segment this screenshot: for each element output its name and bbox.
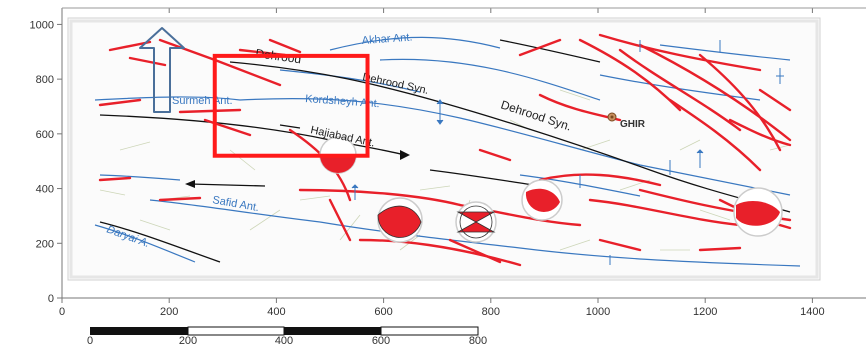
fold-axis-markers (351, 40, 784, 265)
lineaments (99, 89, 791, 251)
akhar-anticline-east (379, 58, 601, 101)
x-tick-label: 1000 (586, 306, 610, 318)
x-tick-label: 1200 (693, 306, 717, 318)
x-tick-label: 600 (374, 306, 392, 318)
scale-bar-label: 200 (179, 335, 197, 344)
safid-anticline (149, 199, 321, 223)
x-tick-label: 800 (482, 306, 500, 318)
anticline-lines (94, 36, 801, 267)
y-tick-label: 200 (36, 238, 54, 250)
label-surmeh: Surmeh Ant. (172, 95, 233, 107)
y-tick-label: 400 (36, 184, 54, 196)
scale-bar-label: 0 (87, 335, 93, 344)
south-syncline (99, 221, 221, 263)
y-tick-label: 600 (36, 129, 54, 141)
y-axis: 0 200 400 600 800 1000 (30, 19, 62, 305)
label-kordsheyh: Kordsheyh Ant. (305, 93, 380, 110)
y-tick-label: 800 (36, 74, 54, 86)
daryai-anticline (94, 224, 196, 263)
scale-bar-labels: 0 200 400 600 800 (87, 335, 487, 347)
focal-mechanism-2 (377, 197, 423, 243)
y-tick-label: 1000 (30, 19, 54, 31)
surmeh-anticline (94, 96, 241, 101)
kordsheyh-anticline (239, 98, 641, 166)
fault-lines (98, 33, 792, 267)
label-akhar: Akhar Ant. (361, 31, 412, 47)
north-arrow-icon (139, 27, 185, 113)
dehrood-blue (279, 69, 421, 93)
dehrood-syncline (229, 61, 791, 213)
scale-bar-label: 400 (275, 335, 293, 344)
x-tick-label: 200 (160, 306, 178, 318)
x-axis: 0 200 400 600 800 1000 1200 1400 (59, 8, 825, 318)
scale-bar-label: 800 (469, 335, 487, 344)
scale-bar: 0 200 400 600 800 (87, 326, 487, 347)
focal-mechanism-4 (521, 179, 563, 221)
geological-map-panel: Akhar Ant. Dehrood Dehrood Syn. Dehrood … (67, 17, 821, 281)
x-tick-label: 1400 (800, 306, 824, 318)
ghir-marker (607, 112, 617, 122)
x-tick-label: 0 (59, 306, 65, 318)
label-ghir: GHIR (620, 119, 646, 130)
focal-mechanism-3 (455, 201, 497, 243)
syncline-arrow-west (185, 180, 195, 188)
highlight-box (212, 53, 370, 158)
focal-mechanism-5 (733, 187, 783, 237)
scale-bar-label: 600 (372, 335, 390, 344)
y-tick-label: 0 (48, 293, 54, 305)
akhar-anticline (329, 36, 501, 51)
syncline-arrow-east (400, 150, 410, 160)
x-tick-label: 400 (267, 306, 285, 318)
